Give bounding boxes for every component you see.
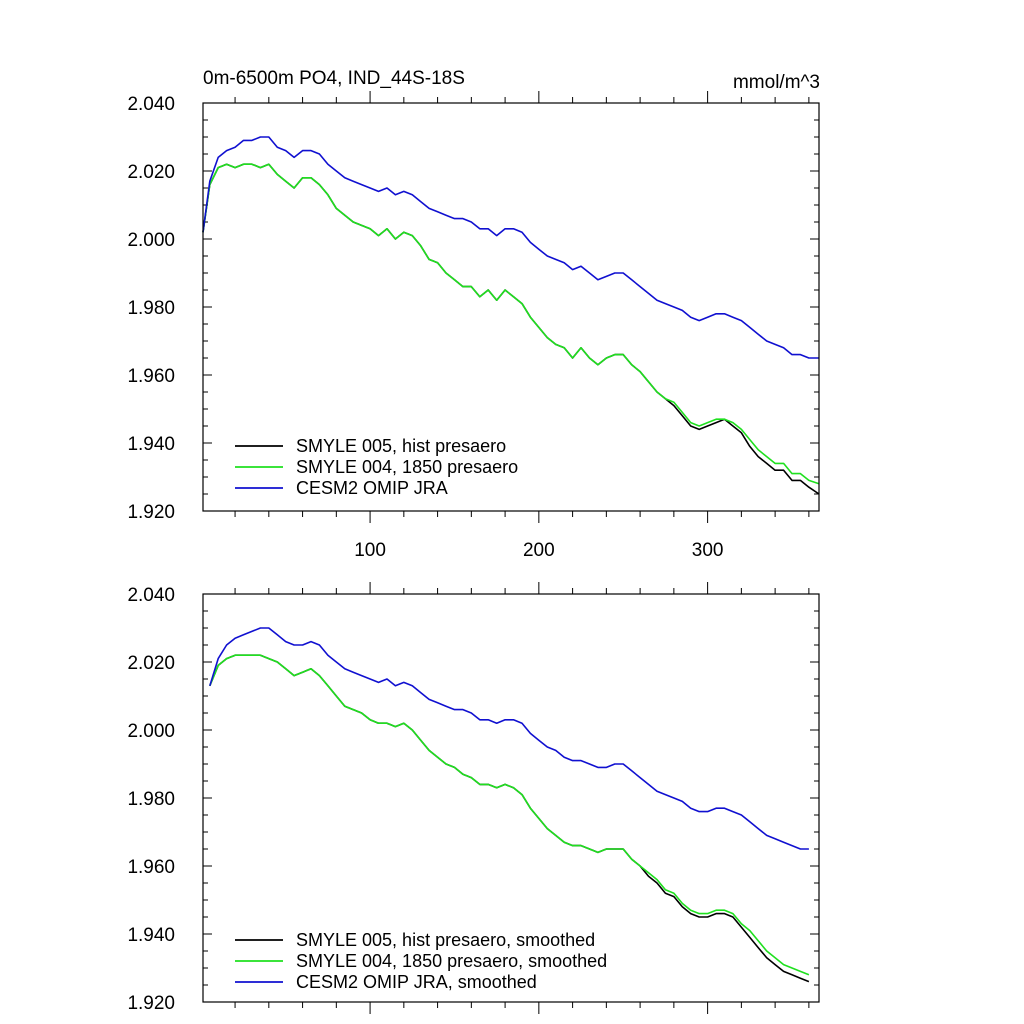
y-tick-label: 1.940	[127, 434, 175, 455]
top-series-lines	[202, 136, 820, 495]
series-line-2	[202, 136, 819, 359]
y-tick-label: 2.040	[127, 585, 175, 606]
y-tick-label: 2.000	[127, 721, 175, 742]
top-panel: 0m-6500m PO4, IND_44S-18S mmol/m^3 1.920…	[127, 68, 820, 561]
series-line-1	[202, 163, 820, 485]
legend-label-1: SMYLE 004, 1850 presaero, smoothed	[296, 951, 607, 971]
y-tick-label: 1.960	[127, 366, 175, 387]
x-tick-label: 200	[523, 540, 555, 561]
y-tick-label: 2.040	[127, 94, 175, 115]
bottom-plot-frame	[202, 593, 820, 1003]
legend-label-0: SMYLE 005, hist presaero, smoothed	[296, 930, 595, 950]
y-tick-label: 2.020	[127, 653, 175, 674]
legend-label-2: CESM2 OMIP JRA	[296, 478, 448, 498]
units-label: mmol/m^3	[733, 72, 820, 93]
y-tick-label: 1.960	[127, 857, 175, 878]
bottom-panel: 1.920 1.940 1.960 1.980 2.000 2.020 2.040 SMYL…	[127, 582, 820, 1014]
y-tick-label: 2.020	[127, 162, 175, 183]
y-tick-label: 1.940	[127, 925, 175, 946]
y-tick-label: 1.980	[127, 298, 175, 319]
series-line-1	[209, 654, 810, 976]
y-tick-label: 1.920	[127, 502, 175, 523]
bottom-axes: 1.920 1.940 1.960 1.980 2.000 2.020 2.040	[127, 582, 819, 1014]
x-tick-label: 100	[354, 540, 386, 561]
x-tick-label: 300	[692, 540, 724, 561]
y-tick-label: 1.980	[127, 789, 175, 810]
legend-label-1: SMYLE 004, 1850 presaero	[296, 457, 518, 477]
y-tick-label: 1.920	[127, 993, 175, 1014]
top-plot-frame	[202, 102, 820, 512]
top-axes: 1.920 1.940 1.960 1.980 2.000 2.020 2.040 100 20…	[127, 91, 819, 561]
chart-title: 0m-6500m PO4, IND_44S-18S	[203, 68, 465, 89]
series-line-2	[209, 627, 809, 850]
legend-label-2: CESM2 OMIP JRA, smoothed	[296, 972, 537, 992]
bottom-legend: SMYLE 005, hist presaero, smoothedSMYLE …	[235, 930, 607, 992]
legend-label-0: SMYLE 005, hist presaero	[296, 436, 506, 456]
bottom-series-lines	[209, 627, 810, 983]
y-tick-label: 2.000	[127, 230, 175, 251]
